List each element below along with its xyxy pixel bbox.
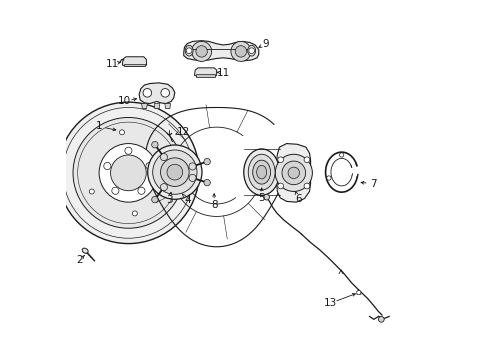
Text: 11: 11: [216, 68, 229, 78]
Circle shape: [287, 167, 299, 179]
Text: 11: 11: [105, 59, 119, 69]
Circle shape: [282, 161, 305, 185]
Circle shape: [73, 117, 183, 228]
Text: 3: 3: [166, 195, 172, 204]
Circle shape: [304, 157, 309, 163]
Text: 5: 5: [258, 193, 264, 203]
Polygon shape: [276, 144, 310, 202]
Circle shape: [304, 183, 309, 189]
Circle shape: [196, 46, 207, 57]
Circle shape: [277, 157, 283, 163]
Circle shape: [132, 211, 137, 216]
Polygon shape: [139, 83, 175, 104]
Text: 1: 1: [95, 121, 102, 131]
Ellipse shape: [256, 165, 266, 179]
Circle shape: [110, 155, 146, 191]
Circle shape: [248, 48, 254, 54]
Circle shape: [103, 162, 111, 170]
Ellipse shape: [248, 154, 274, 190]
Circle shape: [203, 158, 210, 165]
Circle shape: [112, 187, 119, 194]
Text: 2: 2: [76, 255, 82, 265]
Polygon shape: [194, 68, 216, 77]
Circle shape: [263, 194, 269, 200]
Circle shape: [339, 153, 343, 157]
Circle shape: [89, 189, 94, 194]
Circle shape: [143, 89, 151, 97]
Circle shape: [186, 48, 192, 54]
Circle shape: [160, 154, 167, 161]
Circle shape: [145, 162, 153, 170]
Circle shape: [188, 163, 196, 170]
Circle shape: [230, 41, 250, 62]
Circle shape: [160, 184, 167, 191]
Circle shape: [235, 46, 246, 57]
Text: 12: 12: [176, 127, 189, 137]
Text: 10: 10: [118, 96, 131, 107]
Polygon shape: [183, 41, 258, 61]
Circle shape: [138, 187, 145, 194]
Ellipse shape: [247, 45, 255, 56]
Ellipse shape: [82, 248, 88, 253]
Circle shape: [326, 176, 330, 180]
Polygon shape: [164, 104, 170, 109]
Text: 9: 9: [262, 39, 269, 49]
Polygon shape: [154, 104, 160, 109]
Circle shape: [162, 152, 167, 157]
Circle shape: [151, 141, 158, 148]
Polygon shape: [122, 57, 146, 66]
Circle shape: [99, 144, 157, 202]
Ellipse shape: [185, 45, 193, 56]
Circle shape: [188, 174, 196, 181]
Text: 6: 6: [294, 194, 301, 203]
Text: 13: 13: [323, 298, 336, 308]
Circle shape: [160, 158, 189, 186]
Circle shape: [166, 164, 183, 180]
Circle shape: [147, 145, 202, 199]
Circle shape: [203, 179, 210, 186]
Circle shape: [191, 41, 211, 62]
Circle shape: [277, 183, 283, 189]
Circle shape: [378, 316, 384, 322]
Text: 7: 7: [369, 179, 376, 189]
Polygon shape: [123, 64, 145, 66]
Circle shape: [58, 102, 199, 244]
Circle shape: [356, 291, 360, 295]
Circle shape: [119, 130, 124, 135]
Text: 8: 8: [210, 200, 217, 210]
Circle shape: [275, 154, 312, 192]
Circle shape: [124, 147, 132, 154]
Polygon shape: [142, 104, 147, 109]
Polygon shape: [196, 74, 215, 77]
Circle shape: [161, 89, 169, 97]
Ellipse shape: [252, 160, 270, 184]
Circle shape: [152, 150, 197, 194]
Ellipse shape: [244, 149, 279, 195]
Circle shape: [151, 197, 158, 203]
Text: 4: 4: [183, 195, 190, 204]
